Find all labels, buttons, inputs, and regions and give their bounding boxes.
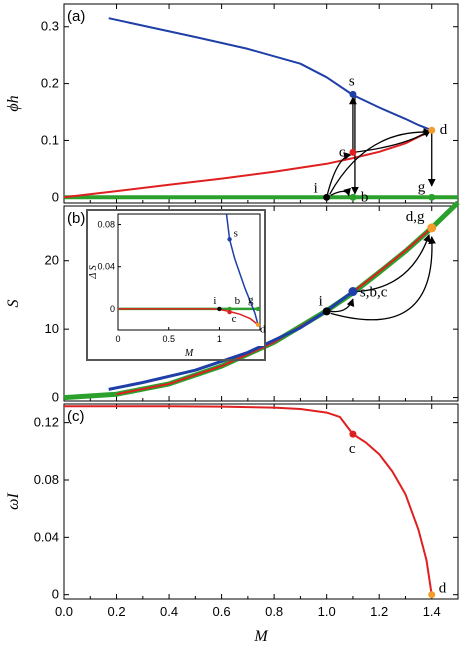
point-s	[349, 90, 357, 98]
point-label-b: b	[361, 189, 369, 205]
inset-series-line-2	[225, 213, 259, 325]
y-tick-label: 0.3	[41, 19, 59, 34]
point-b	[349, 193, 357, 201]
inset-frame	[117, 213, 261, 331]
y-tick-label: 0.04	[34, 529, 59, 544]
arrow-i-to-sbc	[330, 298, 355, 313]
x-tick-label: 0.2	[107, 604, 125, 619]
arrow-i-to-d	[329, 127, 432, 195]
inset-point-label-b: b	[235, 295, 241, 307]
y-axis-label: S	[5, 300, 22, 308]
point-label-d: d	[440, 122, 448, 138]
inset-x-tick-label: 1	[217, 334, 222, 344]
inset-y-tick-label: 0	[110, 304, 115, 314]
point-label-c: c	[339, 144, 346, 160]
inset-x-tick-label: 0	[115, 334, 120, 344]
y-tick-label: 0.12	[34, 415, 59, 430]
y-axis-label: ϕh	[5, 95, 22, 111]
inset-point-label-d: d	[260, 324, 266, 336]
point-d,g	[427, 223, 437, 233]
point-label-s: s	[349, 73, 355, 89]
inset-point-g	[255, 306, 261, 312]
arrow-sbc-to-dg	[356, 233, 431, 293]
inset-point-c	[227, 309, 232, 315]
inset-border	[86, 209, 266, 361]
point-s,b,c	[348, 287, 358, 297]
inset-x-tick-label: 0.5	[162, 334, 175, 344]
inset-point-i	[217, 306, 222, 312]
y-tick-label: 0.08	[34, 472, 59, 487]
y-tick-label: 0.1	[41, 132, 59, 147]
arrow-i-to-dg	[330, 236, 436, 321]
x-tick-label: 0.4	[160, 604, 178, 619]
point-i	[322, 307, 331, 316]
y-tick-label: 0	[52, 587, 59, 602]
point-label-i: i	[319, 293, 323, 309]
point-i	[323, 193, 331, 201]
series-red-line	[64, 405, 433, 595]
point-label-i: i	[314, 180, 318, 196]
y-tick-label: 0	[52, 390, 59, 405]
x-tick-label: 0.0	[55, 604, 73, 619]
panel-frame-0	[63, 3, 459, 204]
inset-x-axis-label: M	[184, 348, 194, 359]
arrow-i-to-b	[330, 187, 351, 197]
x-tick-label: 1.0	[318, 604, 336, 619]
inset-y-tick-label: 0.04	[97, 262, 115, 272]
x-tick-label: 0.6	[213, 604, 231, 619]
point-label-g: g	[418, 179, 426, 195]
series-blue-line	[108, 17, 433, 132]
point-g	[428, 193, 436, 201]
y-tick-label: 10	[45, 321, 59, 336]
panel-frame-1	[63, 205, 459, 402]
panel-label: (a)	[67, 8, 85, 25]
point-label-sbc: s,b,c	[360, 285, 388, 301]
point-c	[349, 148, 357, 156]
y-axis-label: ωI	[5, 493, 22, 510]
x-axis-label: M	[253, 628, 269, 645]
inset-point-label-g: g	[248, 294, 254, 306]
inset-point-label-i: i	[213, 295, 216, 307]
panel-label: (b)	[67, 210, 85, 227]
point-label-dg: d,g	[406, 209, 425, 225]
point-label-c: c	[349, 441, 356, 457]
inset-point-b	[227, 306, 232, 312]
inset-point-label-s: s	[234, 227, 238, 239]
inset-point-label-c: c	[232, 313, 237, 325]
inset-point-s	[227, 237, 232, 242]
inset-point-d	[255, 322, 261, 327]
point-d	[428, 126, 436, 134]
point-label-d: d	[439, 581, 447, 597]
x-tick-label: 0.8	[265, 604, 283, 619]
panel-label: (c)	[67, 408, 85, 425]
series-red-line	[63, 129, 433, 199]
x-tick-label: 1.4	[423, 604, 441, 619]
y-tick-label: 0	[52, 189, 59, 204]
x-tick-label: 1.2	[370, 604, 388, 619]
y-tick-label: 20	[45, 253, 59, 268]
point-c	[349, 430, 357, 438]
y-tick-label: 0.2	[41, 76, 59, 91]
arrow-i-to-c	[326, 152, 352, 198]
inset-y-tick-label: 0.08	[97, 220, 115, 230]
point-d	[428, 591, 436, 599]
arrow-c-to-d	[352, 129, 432, 154]
panel-frame-2	[63, 403, 459, 600]
inset-y-axis-label: Δ S	[88, 265, 99, 279]
